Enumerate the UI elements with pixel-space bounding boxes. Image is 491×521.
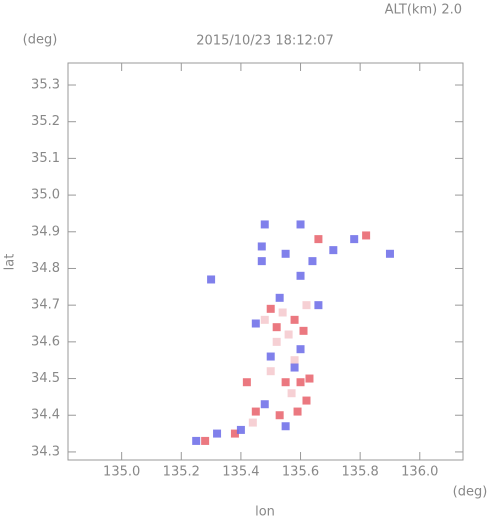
- data-point: [275, 293, 284, 302]
- x-tick-label: 135.4: [222, 465, 259, 480]
- x-tick-label: 135.6: [282, 465, 319, 480]
- data-point: [260, 220, 269, 229]
- data-point: [275, 411, 284, 420]
- y-unit: (deg): [23, 33, 58, 48]
- y-tick-label: 34.3: [31, 444, 60, 459]
- data-point: [293, 407, 302, 416]
- data-point: [296, 271, 305, 280]
- data-point: [242, 378, 251, 387]
- data-point: [296, 345, 305, 354]
- data-point: [385, 249, 394, 258]
- annotation: ALT(km) 2.0: [385, 3, 462, 18]
- data-point: [305, 374, 314, 383]
- data-point: [266, 304, 275, 313]
- y-tick-label: 34.6: [31, 334, 60, 349]
- y-tick-label: 35.3: [31, 78, 60, 93]
- data-point: [281, 378, 290, 387]
- data-point: [302, 396, 311, 405]
- data-point: [272, 323, 281, 332]
- plot-frame: [67, 62, 464, 461]
- data-point: [314, 301, 323, 310]
- data-point: [287, 389, 296, 398]
- y-axis-label: lat: [3, 254, 18, 271]
- data-point: [248, 418, 257, 427]
- data-point: [329, 246, 338, 255]
- data-point: [290, 315, 299, 324]
- y-tick-label: 35.0: [31, 188, 60, 203]
- y-tick-label: 34.4: [31, 408, 60, 423]
- data-point: [251, 407, 260, 416]
- x-unit: (deg): [453, 485, 488, 500]
- data-point: [281, 422, 290, 431]
- data-point: [302, 301, 311, 310]
- data-point: [308, 257, 317, 266]
- x-axis-label: lon: [255, 505, 275, 520]
- data-point: [290, 363, 299, 372]
- y-tick-label: 34.9: [31, 224, 60, 239]
- y-tick-label: 35.2: [31, 114, 60, 129]
- data-point: [236, 425, 245, 434]
- data-point: [362, 231, 371, 240]
- chart-title: 2015/10/23 18:12:07: [196, 34, 333, 49]
- data-point: [260, 400, 269, 409]
- data-point: [290, 356, 299, 365]
- x-tick-label: 136.0: [401, 465, 438, 480]
- data-point: [257, 257, 266, 266]
- data-point: [266, 352, 275, 361]
- data-point: [296, 378, 305, 387]
- data-point: [230, 429, 239, 438]
- data-point: [281, 249, 290, 258]
- data-point: [350, 235, 359, 244]
- data-point: [213, 429, 222, 438]
- data-point: [266, 367, 275, 376]
- x-tick-label: 135.8: [342, 465, 379, 480]
- data-point: [257, 242, 266, 251]
- data-point: [284, 330, 293, 339]
- x-tick-label: 135.0: [103, 465, 140, 480]
- data-point: [278, 308, 287, 317]
- y-tick-label: 34.7: [31, 298, 60, 313]
- data-point: [314, 235, 323, 244]
- data-point: [272, 337, 281, 346]
- x-tick-label: 135.2: [163, 465, 200, 480]
- data-point: [260, 315, 269, 324]
- y-tick-label: 34.8: [31, 261, 60, 276]
- data-point: [207, 275, 216, 284]
- data-point: [251, 319, 260, 328]
- data-point: [201, 436, 210, 445]
- y-tick-label: 34.5: [31, 371, 60, 386]
- y-tick-label: 35.1: [31, 151, 60, 166]
- data-point: [192, 436, 201, 445]
- data-point: [299, 326, 308, 335]
- data-point: [296, 220, 305, 229]
